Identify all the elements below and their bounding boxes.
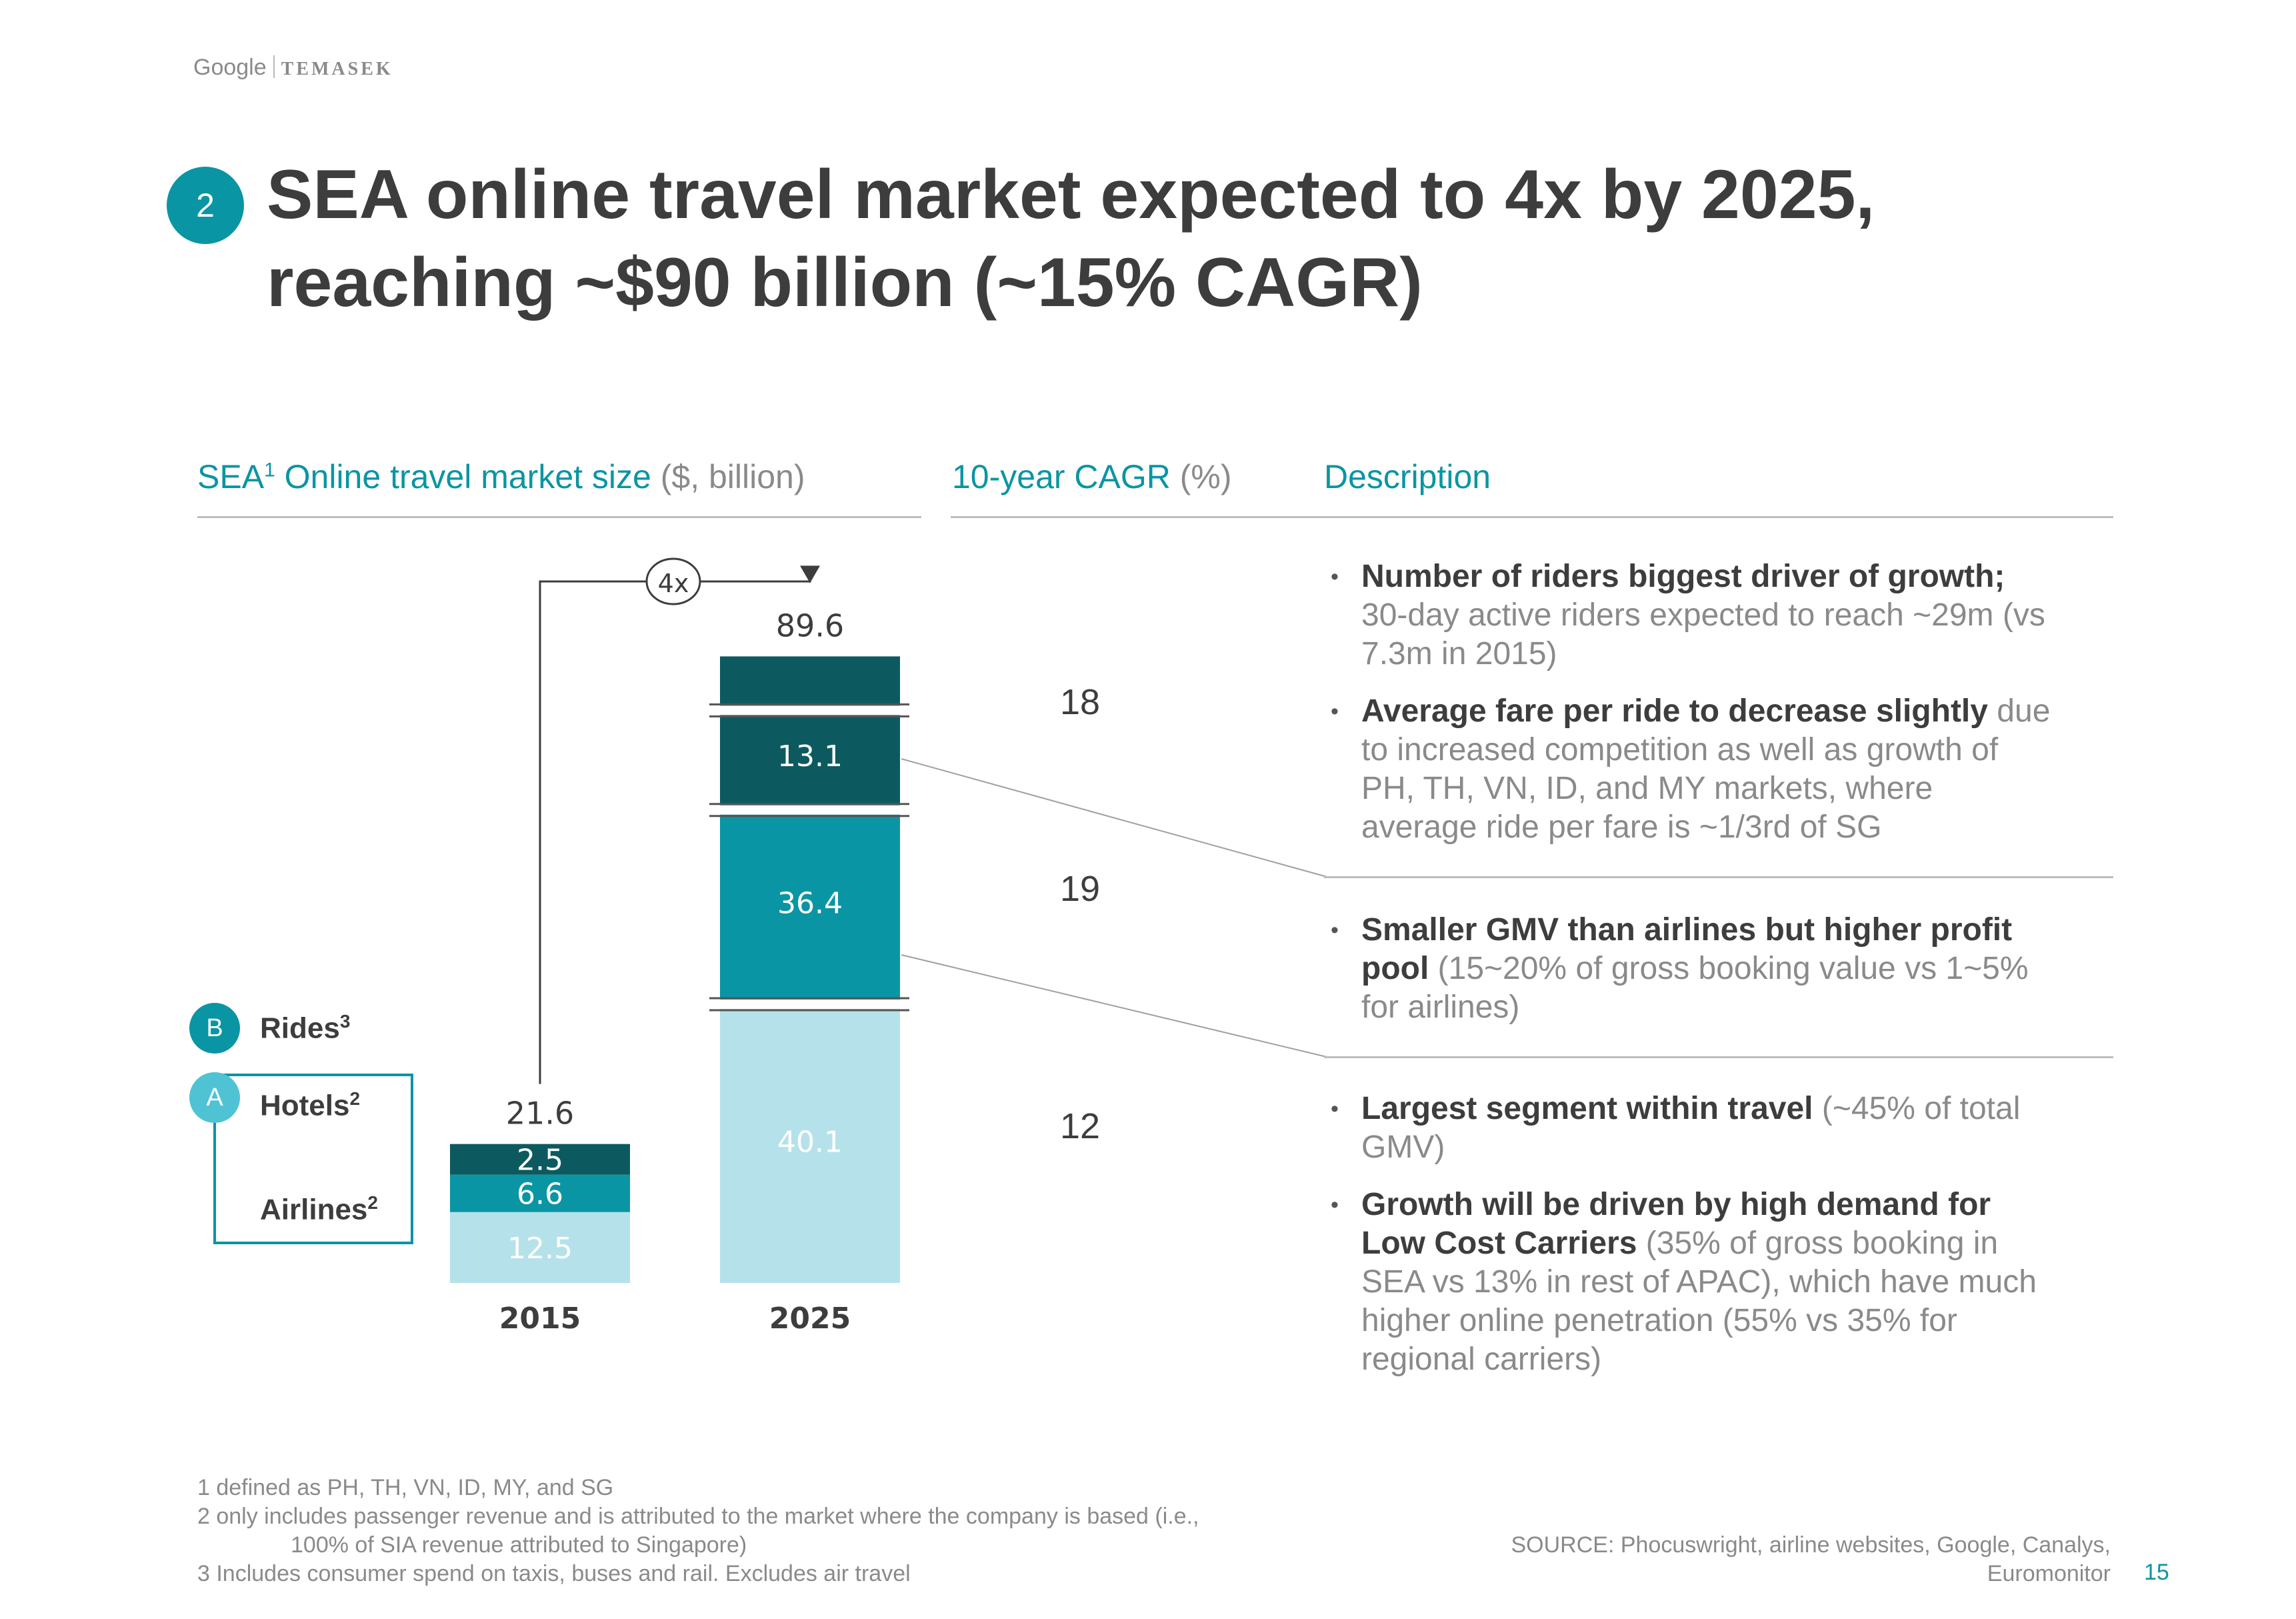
desc-rides-2: • Average fare per ride to decrease slig… [1331, 692, 2055, 847]
bar-rides-cap-2025 [720, 656, 900, 706]
growth-multiplier-label: 4x [658, 569, 689, 598]
market-header-unit: ($, billion) [660, 458, 805, 495]
legend-hotels: Hotels2 [260, 1088, 360, 1123]
cagr-header-unit: (%) [1179, 458, 1232, 495]
section-badge: 2 [167, 167, 244, 244]
footnotes: 1 defined as PH, TH, VN, ID, MY, and SG … [197, 1474, 1331, 1588]
desc-airlines-1-bold: Largest segment within travel [1361, 1091, 1813, 1126]
bar-label-airlines-2015: 12.5 [507, 1232, 573, 1266]
desc-rides-2-text: due to increased competition as well as … [1361, 693, 2051, 845]
bar-total-2015: 21.6 [506, 1096, 574, 1132]
bar-label-airlines-2025: 40.1 [777, 1125, 843, 1159]
x-tick-2025: 2025 [769, 1302, 851, 1336]
bar-airlines-2025 [720, 999, 900, 1283]
desc-hotels-1-text: (15~20% of gross booking value vs 1~5% f… [1361, 951, 2029, 1025]
desc-airlines-2: • Growth will be driven by high demand f… [1331, 1186, 2055, 1379]
market-size-header: SEA1 Online travel market size ($, billi… [197, 457, 805, 496]
description-divider-1 [1324, 876, 2113, 878]
logo-divider [273, 55, 275, 78]
desc-rides-1-bold: Number of riders biggest driver of growt… [1361, 559, 2005, 594]
temasek-logo: TEMASEK [281, 59, 393, 79]
bar-hotels-2015 [450, 1174, 630, 1212]
title-line-2: reaching ~$90 billion (~15% CAGR) [267, 244, 1423, 321]
legend-airlines-sup: 2 [367, 1192, 378, 1213]
growth-multiplier-circle [645, 557, 701, 605]
market-header-rule [197, 516, 921, 518]
logo: Google TEMASEK [193, 55, 393, 81]
desc-airlines-2-text: (35% of gross booking in SEA vs 13% in r… [1361, 1226, 2037, 1377]
footnote-2a: 2 only includes passenger revenue and is… [197, 1504, 1199, 1529]
cagr-rides: 18 [1060, 682, 1101, 722]
bullet-icon: • [1331, 1096, 1339, 1122]
legend-hotels-sup: 2 [349, 1088, 361, 1109]
desc-hotels-1-bold: Smaller GMV than airlines but higher pro… [1361, 912, 2013, 986]
market-header-sea: SEA [197, 458, 265, 495]
desc-rides-1-text: 30-day active riders expected to reach ~… [1361, 597, 2045, 671]
bullet-icon: • [1331, 699, 1339, 724]
bar-rides-2025 [720, 705, 900, 805]
source-line-2: Euromonitor [1987, 1561, 2111, 1586]
cagr-header-text: 10-year CAGR [952, 458, 1180, 495]
footnote-3: 3 Includes consumer spend on taxis, buse… [197, 1561, 911, 1586]
legend-rides-sup: 3 [339, 1011, 351, 1032]
bullet-icon: • [1331, 918, 1339, 943]
x-tick-2015: 2015 [499, 1302, 581, 1336]
bar-total-2025: 89.6 [776, 607, 844, 643]
connector-line-hotels-airlines [901, 954, 1330, 1058]
cagr-hotels: 19 [1060, 869, 1101, 909]
desc-airlines-1: • Largest segment within travel (~45% of… [1331, 1090, 2055, 1167]
desc-airlines-2-bold: Growth will be driven by high demand for… [1361, 1187, 1991, 1261]
page-title: SEA online travel market expected to 4x … [267, 151, 2067, 327]
bullet-icon: • [1331, 1192, 1339, 1218]
market-header-text: Online travel market size [275, 458, 661, 495]
bar-label-hotels-2015: 6.6 [517, 1178, 563, 1212]
page-number: 15 [2144, 1560, 2169, 1585]
legend-airlines: Airlines2 [260, 1192, 378, 1227]
footnote-2b: 100% of SIA revenue attributed to Singap… [291, 1532, 747, 1558]
google-logo: Google [193, 55, 267, 80]
title-line-1: SEA online travel market expected to 4x … [267, 156, 1875, 233]
legend-badge-a: A [189, 1072, 240, 1123]
legend-box-a [213, 1074, 413, 1244]
bar-label-hotels-2025: 36.4 [777, 886, 843, 920]
bar-airlines-2015 [450, 1212, 630, 1283]
bar-hotels-2025 [720, 805, 900, 1000]
footnote-1: 1 defined as PH, TH, VN, ID, MY, and SG [197, 1475, 614, 1500]
bar-rides-2015 [450, 1144, 630, 1175]
legend-rides-label: Rides [260, 1012, 340, 1045]
legend-rides: Rides3 [260, 1011, 350, 1046]
cagr-description-header-rule [951, 516, 2113, 518]
growth-arrow-head [800, 565, 820, 583]
connector-line-rides-hotels [901, 758, 1330, 878]
bullet-icon: • [1331, 564, 1339, 589]
description-header: Description [1324, 458, 1491, 495]
bar-label-rides-2015: 2.5 [517, 1144, 563, 1178]
cagr-header: 10-year CAGR (%) [952, 457, 1232, 496]
desc-hotels-1: • Smaller GMV than airlines but higher p… [1331, 911, 2055, 1027]
market-header-sup: 1 [264, 459, 275, 481]
source-line-1: SOURCE: Phocuswright, airline websites, … [1511, 1532, 2111, 1558]
legend-hotels-label: Hotels [260, 1089, 350, 1122]
desc-rides-1: • Number of riders biggest driver of gro… [1331, 557, 2055, 673]
bar-label-rides-2025: 13.1 [777, 739, 843, 773]
cagr-airlines: 12 [1060, 1106, 1101, 1146]
description-divider-2 [1324, 1056, 2113, 1058]
desc-rides-2-bold: Average fare per ride to decrease slight… [1361, 693, 1988, 729]
legend-airlines-label: Airlines [260, 1193, 368, 1226]
legend-badge-b: B [189, 1003, 240, 1054]
desc-airlines-1-text: (~45% of total GMV) [1361, 1091, 2021, 1165]
source-note: SOURCE: Phocuswright, airline websites, … [1333, 1531, 2111, 1588]
